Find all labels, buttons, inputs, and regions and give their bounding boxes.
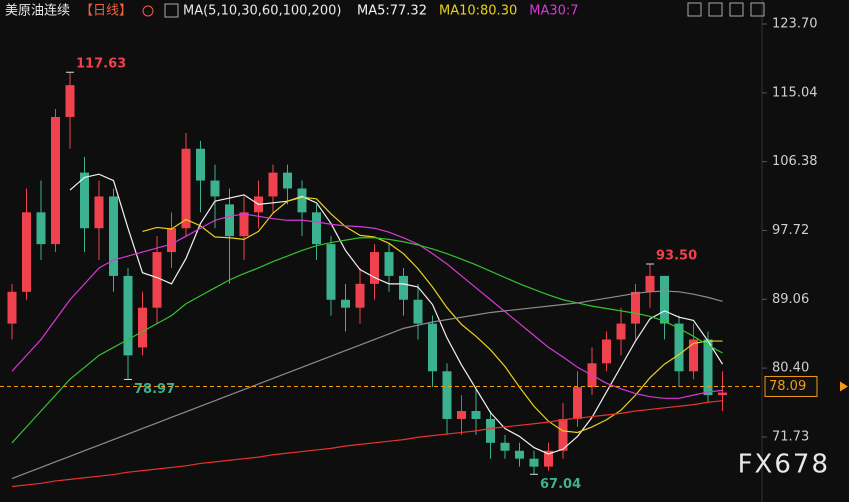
candle-body [529, 458, 539, 467]
candle-body [674, 323, 684, 372]
candle-body [22, 212, 31, 292]
tool-icon[interactable] [750, 2, 765, 17]
y-tick-label: 71.73 [772, 429, 809, 444]
y-tick-label: 123.70 [772, 16, 818, 31]
indicator-icon[interactable] [164, 3, 179, 18]
ma-line [11, 213, 723, 399]
candle-body [660, 275, 669, 324]
candle-body [573, 387, 582, 419]
candle-body [544, 450, 553, 467]
candle-body [283, 172, 292, 189]
candles [7, 72, 727, 475]
add-icon[interactable] [142, 5, 154, 17]
candle-body [689, 339, 698, 372]
candle-body [138, 307, 147, 348]
extreme-label: 93.50 [656, 248, 697, 263]
candle-body [631, 291, 640, 324]
candle-body [239, 212, 249, 237]
tool-icon[interactable] [729, 2, 744, 17]
candle-body [326, 244, 336, 300]
candle-body [399, 275, 408, 300]
candle-body [413, 299, 423, 324]
candle-body [80, 172, 89, 229]
legend-entry: MA10:80.30 [439, 4, 517, 19]
y-tick-label: 97.72 [772, 223, 809, 238]
legend-entry: MA5:77.32 [357, 4, 427, 19]
candle-body [703, 339, 713, 396]
candle-body [500, 442, 510, 451]
candle-body [558, 418, 568, 451]
toolbar [687, 2, 765, 17]
candle-body [341, 299, 350, 308]
candle-body [210, 180, 220, 197]
candle-body [718, 392, 727, 396]
candle-body [109, 196, 118, 276]
ma-line [11, 290, 723, 480]
indicator: MA(5,10,30,60,100,200) [183, 4, 341, 19]
candle-body [268, 172, 278, 197]
candle-body [471, 411, 481, 419]
candle-body [312, 212, 321, 245]
candle-body [370, 252, 379, 284]
y-tick-label: 89.06 [772, 292, 809, 307]
tool-icon[interactable] [708, 2, 723, 17]
candle-body [602, 339, 611, 364]
ma-line [69, 173, 724, 455]
extreme-label: 67.04 [540, 477, 581, 492]
last-price-label: 78.09 [769, 379, 806, 394]
candle-body [152, 252, 162, 308]
legend-entry: MA30:7 [529, 4, 578, 19]
candle-body [297, 188, 307, 213]
candle-body [65, 85, 75, 117]
candle-body [51, 116, 60, 245]
last-price-arrow [840, 381, 848, 392]
candle-body [167, 228, 176, 253]
symbol: 美原油连续 [5, 3, 70, 19]
candle-body [36, 212, 46, 245]
ma-line [142, 196, 723, 434]
y-tick-label: 106.38 [772, 154, 818, 169]
candle-body [196, 148, 205, 181]
candle-body [645, 275, 655, 292]
candle-body [457, 411, 466, 419]
candle-body [442, 371, 452, 419]
candle-body [428, 323, 437, 372]
candle-body [94, 196, 104, 229]
y-tick-label: 80.40 [772, 361, 809, 376]
y-tick-label: 115.04 [772, 85, 818, 100]
candle-body [123, 275, 133, 356]
extreme-label: 78.97 [134, 382, 175, 397]
period: 【日线】 [80, 4, 132, 19]
candle-body [515, 450, 524, 459]
watermark: FX678 [738, 450, 830, 480]
tool-icon[interactable] [687, 2, 702, 17]
candle-body [225, 204, 234, 237]
extreme-label: 117.63 [76, 57, 126, 72]
ma-line [11, 400, 723, 488]
candle-body [384, 252, 394, 276]
candle-body [486, 418, 495, 443]
candle-body [616, 323, 626, 340]
candle-body [7, 291, 17, 324]
ma-line [11, 237, 723, 444]
candle-body [181, 148, 191, 229]
candle-body [355, 283, 365, 308]
last-price-box [764, 375, 818, 397]
